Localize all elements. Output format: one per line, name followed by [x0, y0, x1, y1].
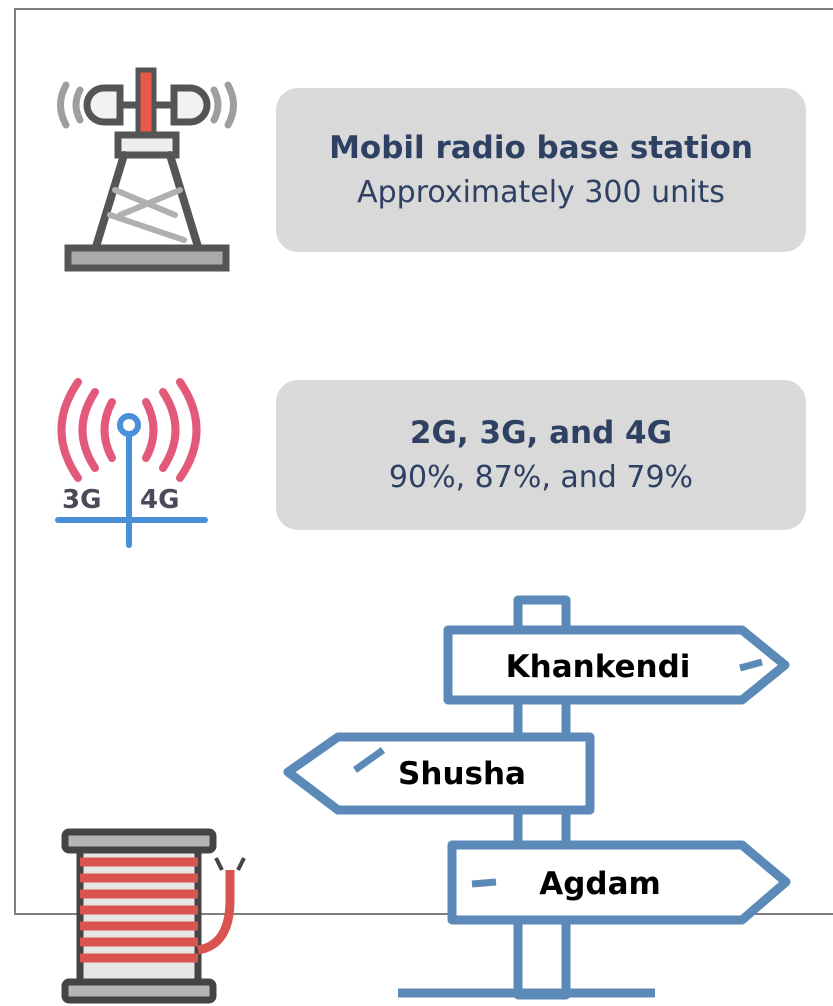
frame	[14, 8, 833, 915]
icon-label: 4G	[140, 485, 179, 515]
sign-label: Agdam	[539, 866, 661, 902]
spool-icon	[61, 828, 246, 1004]
network-icon: 3G 4G	[55, 378, 208, 548]
info-card: 2G, 3G, and 4G 90%, 87%, and 79%	[276, 380, 806, 530]
card-body: Approximately 300 units	[357, 174, 725, 210]
sign-label: Khankendi	[506, 649, 691, 685]
card-title: Mobil radio base station	[329, 129, 753, 166]
signpost	[283, 595, 791, 1000]
tower-icon	[57, 67, 237, 272]
card-title: 2G, 3G, and 4G	[409, 414, 673, 451]
icon-label: 3G	[62, 485, 101, 515]
sign-label: Shusha	[398, 756, 526, 792]
card-body: 90%, 87%, and 79%	[388, 459, 694, 495]
info-card: Mobil radio base station Approximately 3…	[276, 88, 806, 252]
